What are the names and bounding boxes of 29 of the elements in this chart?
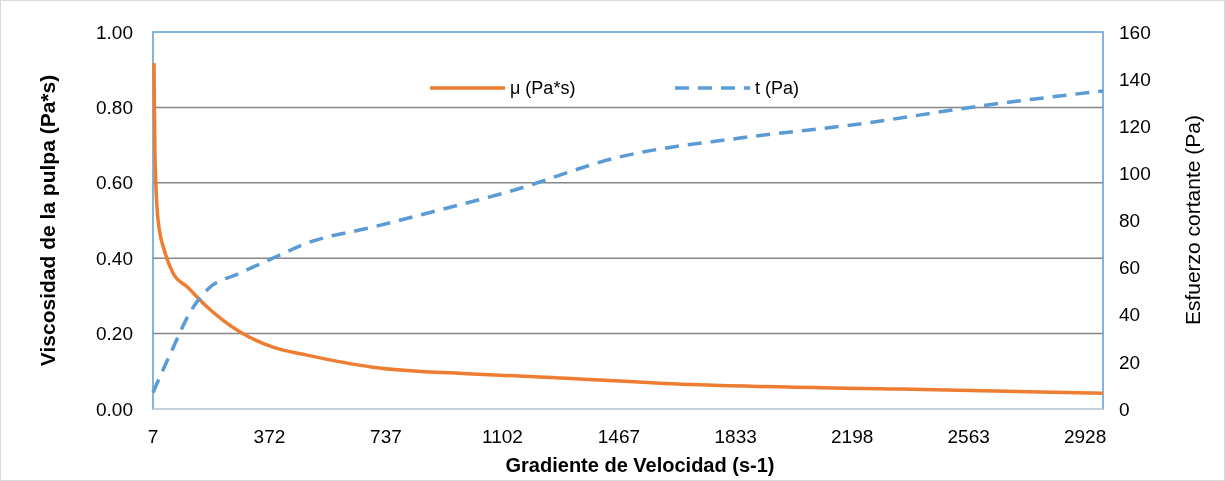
- y2-tick-label: 100: [1119, 163, 1151, 185]
- y-tick-label: 0.40: [96, 247, 133, 269]
- y2-tick-label: 160: [1119, 21, 1151, 43]
- y2-tick-label: 40: [1119, 304, 1141, 326]
- x-axis-title: Gradiente de Velocidad (s-1): [505, 454, 775, 476]
- y-tick-label: 0.80: [96, 97, 133, 119]
- x-tick-label: 1467: [597, 426, 641, 447]
- y2-tick-label: 140: [1119, 68, 1151, 90]
- x-tick-label: 1833: [714, 426, 757, 447]
- y2-tick-label: 20: [1119, 351, 1141, 373]
- x-tick-label: 737: [370, 426, 402, 447]
- x-tick-label: 7: [147, 426, 159, 447]
- legend-label: μ (Pa*s): [510, 78, 576, 99]
- y-tick-label: 0.00: [96, 398, 133, 420]
- x-tick-label: 2563: [947, 426, 990, 447]
- x-tick-label: 1102: [482, 426, 523, 447]
- y2-tick-label: 0: [1119, 398, 1130, 420]
- x-tick-label: 2198: [831, 426, 874, 447]
- x-tick-label: 372: [253, 426, 286, 447]
- y-tick-label: 1.00: [96, 21, 133, 43]
- y-axis-title: Viscosidad de la pulpa (Pa*s): [35, 73, 60, 369]
- y-tick-label: 0.60: [96, 172, 133, 194]
- y2-tick-label: 120: [1119, 115, 1151, 137]
- y2-tick-label: 60: [1119, 257, 1141, 279]
- y2-axis-title: Esfuerzo cortante (Pa): [1180, 115, 1205, 326]
- legend-label: t (Pa): [755, 78, 800, 99]
- x-tick-label: 2928: [1063, 426, 1107, 447]
- y2-tick-label: 80: [1119, 210, 1141, 232]
- y-tick-label: 0.20: [96, 323, 133, 345]
